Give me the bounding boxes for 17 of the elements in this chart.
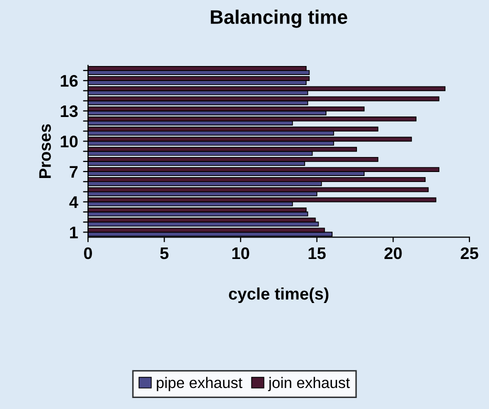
x-tick-label: 10 [232, 247, 250, 260]
y-tick-label: 13 [60, 105, 78, 118]
x-tick-label: 20 [384, 247, 402, 260]
x-axis-title: cycle time(s) [228, 287, 328, 304]
y-tick-label: 16 [60, 75, 78, 87]
y-tick-label: 10 [60, 136, 78, 148]
x-tick-label: 5 [160, 248, 168, 260]
y-tick-label: 7 [70, 166, 78, 178]
x-tick-label: 25 [460, 247, 478, 260]
y-axis-title: Proses [39, 124, 51, 178]
x-tick-label: 0 [84, 247, 92, 260]
y-tick-label: 4 [69, 196, 78, 208]
x-tick-label: 15 [308, 248, 326, 260]
y-tick-label: 1 [70, 226, 78, 238]
legend-label: join exhaust [268, 376, 350, 392]
chart-title: Balancing time [210, 10, 348, 28]
legend-label: pipe exhaust [156, 376, 242, 392]
